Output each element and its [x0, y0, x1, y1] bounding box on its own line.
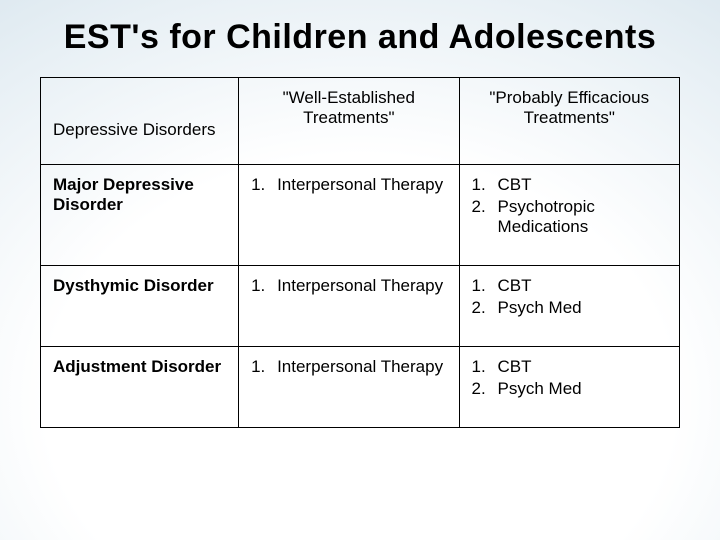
table-row: Adjustment Disorder1.Interpersonal Thera… — [41, 347, 680, 428]
row-label: Major Depressive Disorder — [41, 165, 239, 266]
list-text: Interpersonal Therapy — [277, 175, 446, 195]
list-number: 1. — [472, 357, 498, 377]
list-number: 1. — [251, 175, 277, 195]
table-body: Major Depressive Disorder1.Interpersonal… — [41, 165, 680, 428]
list-item: 1.CBT — [472, 357, 667, 377]
list-item: 1.Interpersonal Therapy — [251, 357, 446, 377]
table-row: Dysthymic Disorder1.Interpersonal Therap… — [41, 266, 680, 347]
list-item: 1.Interpersonal Therapy — [251, 175, 446, 195]
list-item: 2.Psych Med — [472, 298, 667, 318]
col1-header: "Well-Established Treatments" — [239, 78, 459, 165]
table-container: Depressive Disorders "Well-Established T… — [0, 77, 720, 428]
list-text: Interpersonal Therapy — [277, 276, 446, 296]
list-text: CBT — [498, 175, 667, 195]
list-number: 1. — [472, 175, 498, 195]
list-text: Psychotropic Medications — [498, 197, 667, 237]
list-item: 1.Interpersonal Therapy — [251, 276, 446, 296]
list-number: 2. — [472, 379, 498, 399]
list-number: 2. — [472, 197, 498, 217]
list-text: CBT — [498, 276, 667, 296]
list-number: 1. — [251, 276, 277, 296]
corner-header: Depressive Disorders — [41, 78, 239, 165]
list-text: Psych Med — [498, 298, 667, 318]
list-item: 1.CBT — [472, 175, 667, 195]
list-item: 2.Psych Med — [472, 379, 667, 399]
list-number: 2. — [472, 298, 498, 318]
list-text: Psych Med — [498, 379, 667, 399]
cell: 1.CBT2.Psych Med — [459, 347, 679, 428]
treatments-table: Depressive Disorders "Well-Established T… — [40, 77, 680, 428]
cell: 1.Interpersonal Therapy — [239, 347, 459, 428]
cell: 1.Interpersonal Therapy — [239, 165, 459, 266]
list-text: CBT — [498, 357, 667, 377]
row-label: Adjustment Disorder — [41, 347, 239, 428]
list-text: Interpersonal Therapy — [277, 357, 446, 377]
list-number: 1. — [472, 276, 498, 296]
list-number: 1. — [251, 357, 277, 377]
list-item: 1.CBT — [472, 276, 667, 296]
table-row: Major Depressive Disorder1.Interpersonal… — [41, 165, 680, 266]
numbered-list: 1.Interpersonal Therapy — [251, 276, 446, 296]
col2-header: "Probably Efficacious Treatments" — [459, 78, 679, 165]
numbered-list: 1.CBT2.Psych Med — [472, 276, 667, 318]
cell: 1.CBT2.Psychotropic Medications — [459, 165, 679, 266]
numbered-list: 1.CBT2.Psychotropic Medications — [472, 175, 667, 237]
cell: 1.CBT2.Psych Med — [459, 266, 679, 347]
numbered-list: 1.Interpersonal Therapy — [251, 175, 446, 195]
list-item: 2.Psychotropic Medications — [472, 197, 667, 237]
page-title: EST's for Children and Adolescents — [0, 0, 720, 77]
cell: 1.Interpersonal Therapy — [239, 266, 459, 347]
numbered-list: 1.CBT2.Psych Med — [472, 357, 667, 399]
row-label: Dysthymic Disorder — [41, 266, 239, 347]
numbered-list: 1.Interpersonal Therapy — [251, 357, 446, 377]
